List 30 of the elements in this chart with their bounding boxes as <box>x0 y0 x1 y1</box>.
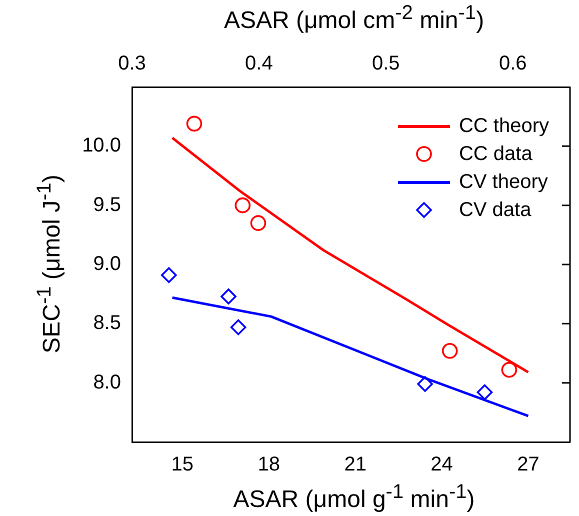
y-tick-label: 9.5 <box>93 194 121 216</box>
point <box>186 116 202 132</box>
point <box>442 342 458 359</box>
x2-tick-label: 0.5 <box>372 52 400 75</box>
x-axis-title: ASAR (μmol g$^{-1}$ min$^{-1}$) <box>233 481 475 514</box>
point <box>501 362 518 378</box>
point <box>230 319 246 336</box>
x2-tick-label: 0.6 <box>498 52 527 75</box>
point <box>476 384 493 400</box>
point <box>250 215 266 231</box>
x-tick-label: 24 <box>430 454 453 476</box>
y-tick-label: 9.0 <box>93 253 121 276</box>
y-tick-label: 8.5 <box>93 312 121 334</box>
x2-tick-label: 0.3 <box>118 52 146 75</box>
x2-tick-label: 0.4 <box>245 52 273 75</box>
point <box>160 267 177 284</box>
point <box>220 288 236 304</box>
legend-label: CV data <box>458 198 532 222</box>
legend-label: CC theory <box>458 114 549 138</box>
x-tick-label: 18 <box>258 454 280 476</box>
legend-label: CV theory <box>458 170 548 194</box>
point <box>417 376 433 392</box>
point <box>234 197 251 214</box>
x-tick-label: 27 <box>517 454 540 476</box>
x-tick-label: 15 <box>171 454 194 476</box>
y-tick-label: 8.0 <box>93 371 121 394</box>
x-tick-label: 21 <box>344 454 366 476</box>
legend-label: CC data <box>458 142 532 166</box>
x2-axis-title: ASAR (μmol cm$^{-2}$ min$^{-1}$) <box>224 2 484 35</box>
y-tick-label: 10.0 <box>82 134 121 157</box>
